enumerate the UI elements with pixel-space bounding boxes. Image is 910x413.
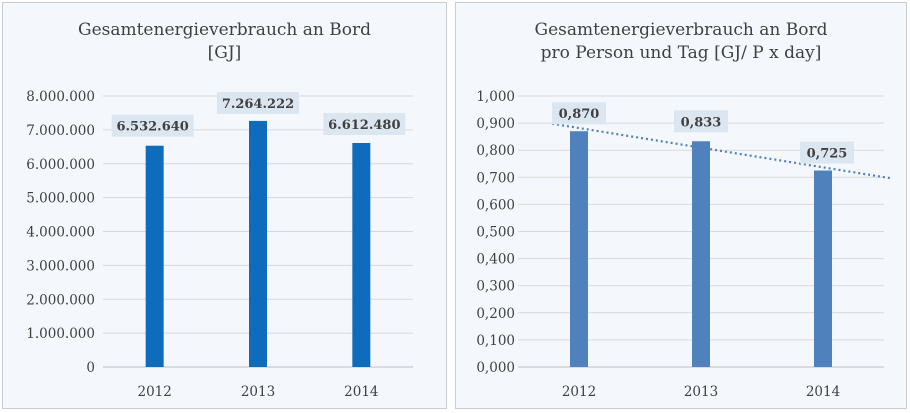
data-label: 7.264.222 [222, 97, 294, 112]
chart-title-line-2: pro Person und Tag [GJ/ P x day] [540, 43, 822, 63]
data-label: 6.532.640 [116, 120, 188, 135]
data-label-bg [800, 141, 854, 164]
chart-svg-total-energy: 0 1.000.000 2.000.000 3.000.000 4.000.000 5.0… [26, 89, 413, 400]
y-tick-label: 0,900 [476, 116, 515, 132]
y-tick-label: 0,800 [476, 143, 515, 159]
data-label-bg [552, 102, 606, 125]
data-label-bg [674, 110, 728, 133]
y-tick-label: 4.000.000 [26, 225, 95, 241]
chart-svg-energy-per-person: 0,000 0,100 0,200 0,300 0,400 0,500 0,600 0,700… [476, 89, 891, 400]
x-tick-label: 2013 [241, 384, 275, 400]
chart-panel-energy-per-person: Gesamtenergieverbrauch an Bord pro Perso… [455, 2, 907, 409]
bar [352, 143, 371, 367]
y-tick-label: 2.000.000 [26, 292, 95, 308]
y-tick-label: 0,400 [476, 252, 515, 268]
y-tick-label: 1,000 [476, 89, 515, 105]
y-tick-label: 0,000 [476, 360, 515, 376]
bar [145, 145, 164, 367]
data-label: 0,870 [559, 107, 600, 122]
data-label-bg [323, 113, 406, 136]
y-tick-label: 0,600 [476, 197, 515, 213]
y-tick-label: 0,300 [476, 279, 515, 295]
trendline [551, 122, 891, 180]
y-tick-label: 0,500 [476, 225, 515, 241]
y-tick-label: 6.000.000 [26, 157, 95, 173]
y-tick-label: 1.000.000 [26, 326, 95, 342]
y-tick-label: 0,200 [476, 306, 515, 322]
y-tick-label: 7.000.000 [26, 123, 95, 139]
chart-title-line-1: Gesamtenergieverbrauch an Bord [77, 20, 371, 40]
y-tick-label: 0,100 [476, 333, 515, 349]
chart-title-total-energy: Gesamtenergieverbrauch an Bord [GJ] [3, 19, 446, 65]
chart-title-line-1: Gesamtenergieverbrauch an Bord [534, 20, 828, 40]
bar [692, 141, 710, 367]
data-label-bg [111, 114, 194, 137]
y-tick-label: 3.000.000 [26, 258, 95, 274]
chart-title-energy-per-person: Gesamtenergieverbrauch an Bord pro Perso… [456, 19, 906, 65]
data-label: 0,725 [807, 147, 848, 162]
x-tick-label: 2012 [562, 384, 596, 400]
x-tick-label: 2013 [684, 384, 718, 400]
y-tick-label: 0,700 [476, 170, 515, 186]
x-tick-label: 2012 [137, 384, 171, 400]
bar [249, 120, 267, 368]
bar [814, 170, 832, 367]
chart-panel-total-energy: Gesamtenergieverbrauch an Bord [GJ] 0 1.0… [2, 2, 447, 409]
data-label: 6.612.480 [328, 118, 400, 133]
y-tick-label: 0 [86, 360, 95, 376]
data-label: 0,833 [681, 115, 722, 130]
chart-title-line-2: [GJ] [207, 43, 242, 63]
bar [570, 131, 588, 367]
x-tick-label: 2014 [806, 384, 840, 400]
y-tick-label: 5.000.000 [26, 191, 95, 207]
data-label-bg [217, 91, 299, 114]
x-tick-label: 2014 [344, 384, 378, 400]
y-tick-label: 8.000.000 [26, 89, 95, 105]
